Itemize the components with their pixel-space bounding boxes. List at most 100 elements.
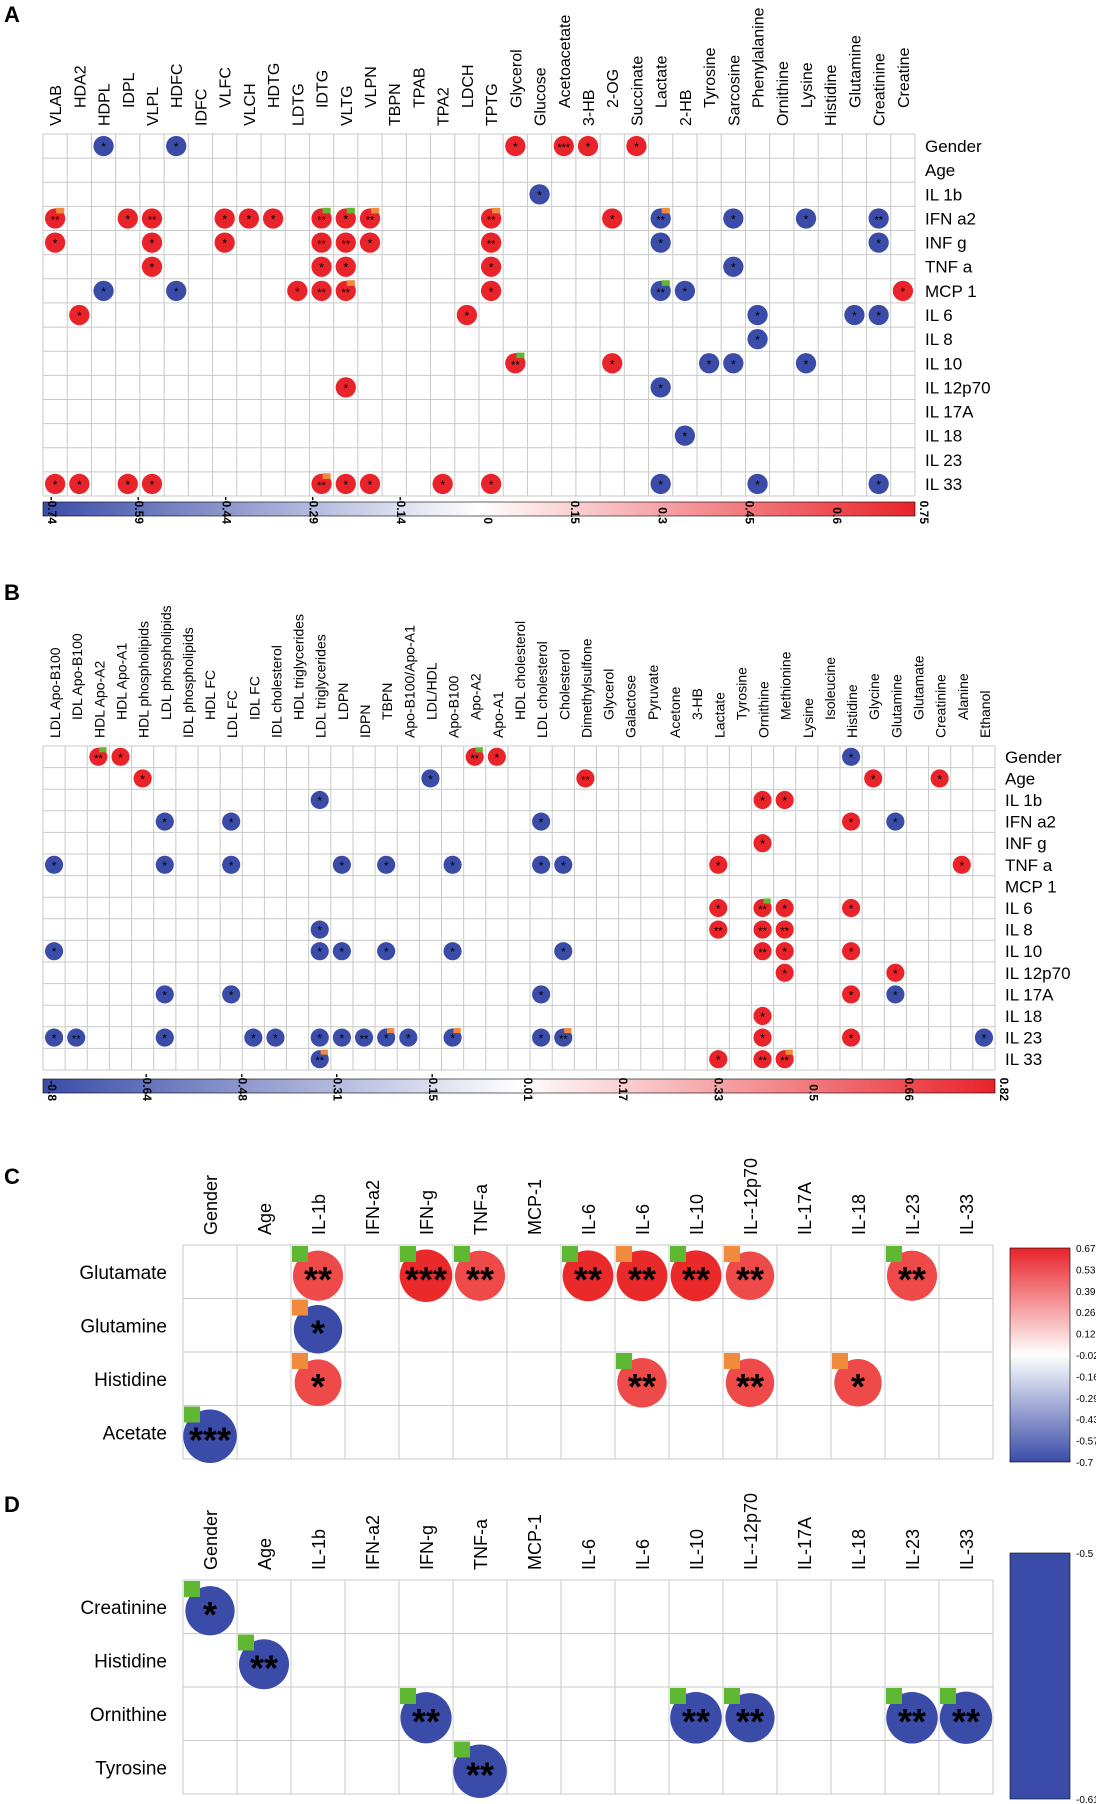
panel-C: C Gender Age IL-1b IFN-a2 IFN-g TNF-a MCP-1 IL-6… <box>4 1158 1096 1469</box>
row-label: Ornithine <box>90 1705 167 1726</box>
row-label: Age <box>1005 769 1035 788</box>
cell-significance: ** <box>628 1366 656 1407</box>
row-label: IL 10 <box>925 354 962 373</box>
column-label: Lactate <box>654 55 671 108</box>
column-label: Apo-B100/Apo-A1 <box>401 625 417 738</box>
cell-significance: * <box>273 1032 278 1046</box>
cell-corner-flag <box>616 1246 632 1262</box>
cell-significance: ** <box>360 1034 369 1046</box>
cell-dot <box>709 898 728 918</box>
cell-dot <box>141 473 163 495</box>
cell-significance: ** <box>898 1701 926 1742</box>
cell-corner-flag <box>322 473 331 479</box>
row-label: IL 1b <box>1005 791 1042 810</box>
colorbar-tick-label: -0.16 <box>1076 1372 1096 1383</box>
colorbar-tick-label: 0.33 <box>711 1078 725 1102</box>
column-label: IL--12p70 <box>741 1493 761 1570</box>
cell-dot <box>93 280 114 302</box>
cell-dot <box>723 353 744 374</box>
cell-significance: * <box>782 967 787 981</box>
cell-significance: * <box>150 261 155 275</box>
cell-significance: * <box>317 945 322 959</box>
cell-dot <box>554 855 573 874</box>
cell-significance: * <box>610 212 615 226</box>
cell-significance: * <box>465 309 470 323</box>
column-label: Age <box>255 1203 275 1235</box>
colorbar-tick-label: 0.3 <box>655 507 669 524</box>
cell-dot <box>480 473 502 495</box>
cell-significance: * <box>229 988 234 1002</box>
cell-dot <box>886 812 905 831</box>
cell-significance: * <box>893 988 898 1002</box>
cell-dot <box>335 473 356 495</box>
cell-significance: * <box>340 945 345 959</box>
column-label: IDL Apo-B100 <box>69 633 85 720</box>
cell-significance: * <box>851 1366 865 1407</box>
cell-dot <box>359 473 381 495</box>
cell-significance: * <box>959 859 964 873</box>
cell-significance: * <box>368 237 373 251</box>
column-label: VLTG <box>339 85 356 126</box>
cell-corner-flag <box>940 1688 956 1704</box>
cell-significance: ** <box>470 753 479 765</box>
column-label: IL-1b <box>309 1529 329 1570</box>
cell-significance: * <box>489 261 494 275</box>
cell-dot <box>262 208 284 229</box>
column-label: LDPN <box>335 683 351 720</box>
cell-significance: * <box>804 212 809 226</box>
column-label: VLAB <box>48 85 65 126</box>
cell-corner-flag <box>454 1741 470 1758</box>
colorbar-tick-label: -0.64 <box>140 1074 154 1102</box>
cell-significance: ** <box>466 1259 494 1300</box>
cell-dot <box>553 135 574 157</box>
cell-significance: ** <box>317 214 326 226</box>
cell-significance: * <box>537 188 542 202</box>
cell-dot <box>753 942 772 961</box>
cell-dot <box>310 920 329 939</box>
cell-significance: * <box>901 285 906 299</box>
colorbar-tick-label: 0.75 <box>917 501 931 525</box>
cell-dot <box>650 377 671 398</box>
cell-dot <box>111 747 130 766</box>
cell-significance: * <box>428 772 433 786</box>
cell-dot <box>864 769 883 788</box>
cell-dot <box>332 855 351 874</box>
cell-dot <box>886 985 905 1004</box>
cell-significance: * <box>174 140 179 154</box>
column-label: IFN-g <box>417 1190 437 1235</box>
cell-significance: ** <box>315 1055 324 1067</box>
column-label: Cholesterol <box>556 649 572 720</box>
colorbar-tick-label: 0.26 <box>1076 1308 1096 1319</box>
colorbar-tick-label: -0.02 <box>1076 1351 1096 1362</box>
cell-significance: * <box>384 1032 389 1046</box>
cell-significance: ** <box>72 1034 81 1046</box>
cell-dot <box>69 473 90 495</box>
cell-significance: * <box>561 945 566 959</box>
column-label: Galactose <box>623 675 639 738</box>
column-label: IL-6 <box>579 1204 599 1235</box>
colorbar-tick-label: -0.44 <box>219 497 233 525</box>
column-label: Apo-A1 <box>490 691 506 738</box>
cell-significance: ** <box>341 239 350 251</box>
column-label: IL-10 <box>687 1529 707 1570</box>
column-label: Succinate <box>629 56 646 126</box>
cell-dot <box>775 898 794 918</box>
cell-dot <box>480 256 502 277</box>
cell-dot <box>532 1028 551 1047</box>
cell-significance: * <box>101 285 106 299</box>
column-label: HDL phospholipids <box>136 621 152 738</box>
cell-significance: * <box>755 333 760 347</box>
column-label: IL-17A <box>795 1517 815 1570</box>
colorbar-tick-label: -0.29 <box>307 497 321 525</box>
cell-corner-flag <box>661 280 670 286</box>
column-label: Histidine <box>844 684 860 738</box>
cell-significance: * <box>716 859 721 873</box>
cell-dot <box>480 232 502 253</box>
column-label: Creatine <box>896 47 913 108</box>
cell-significance: * <box>561 859 566 873</box>
column-label: IL-6 <box>579 1539 599 1570</box>
column-label: HDL cholesterol <box>512 621 528 720</box>
cell-significance: * <box>876 478 881 492</box>
cell-corner-flag <box>492 207 501 214</box>
